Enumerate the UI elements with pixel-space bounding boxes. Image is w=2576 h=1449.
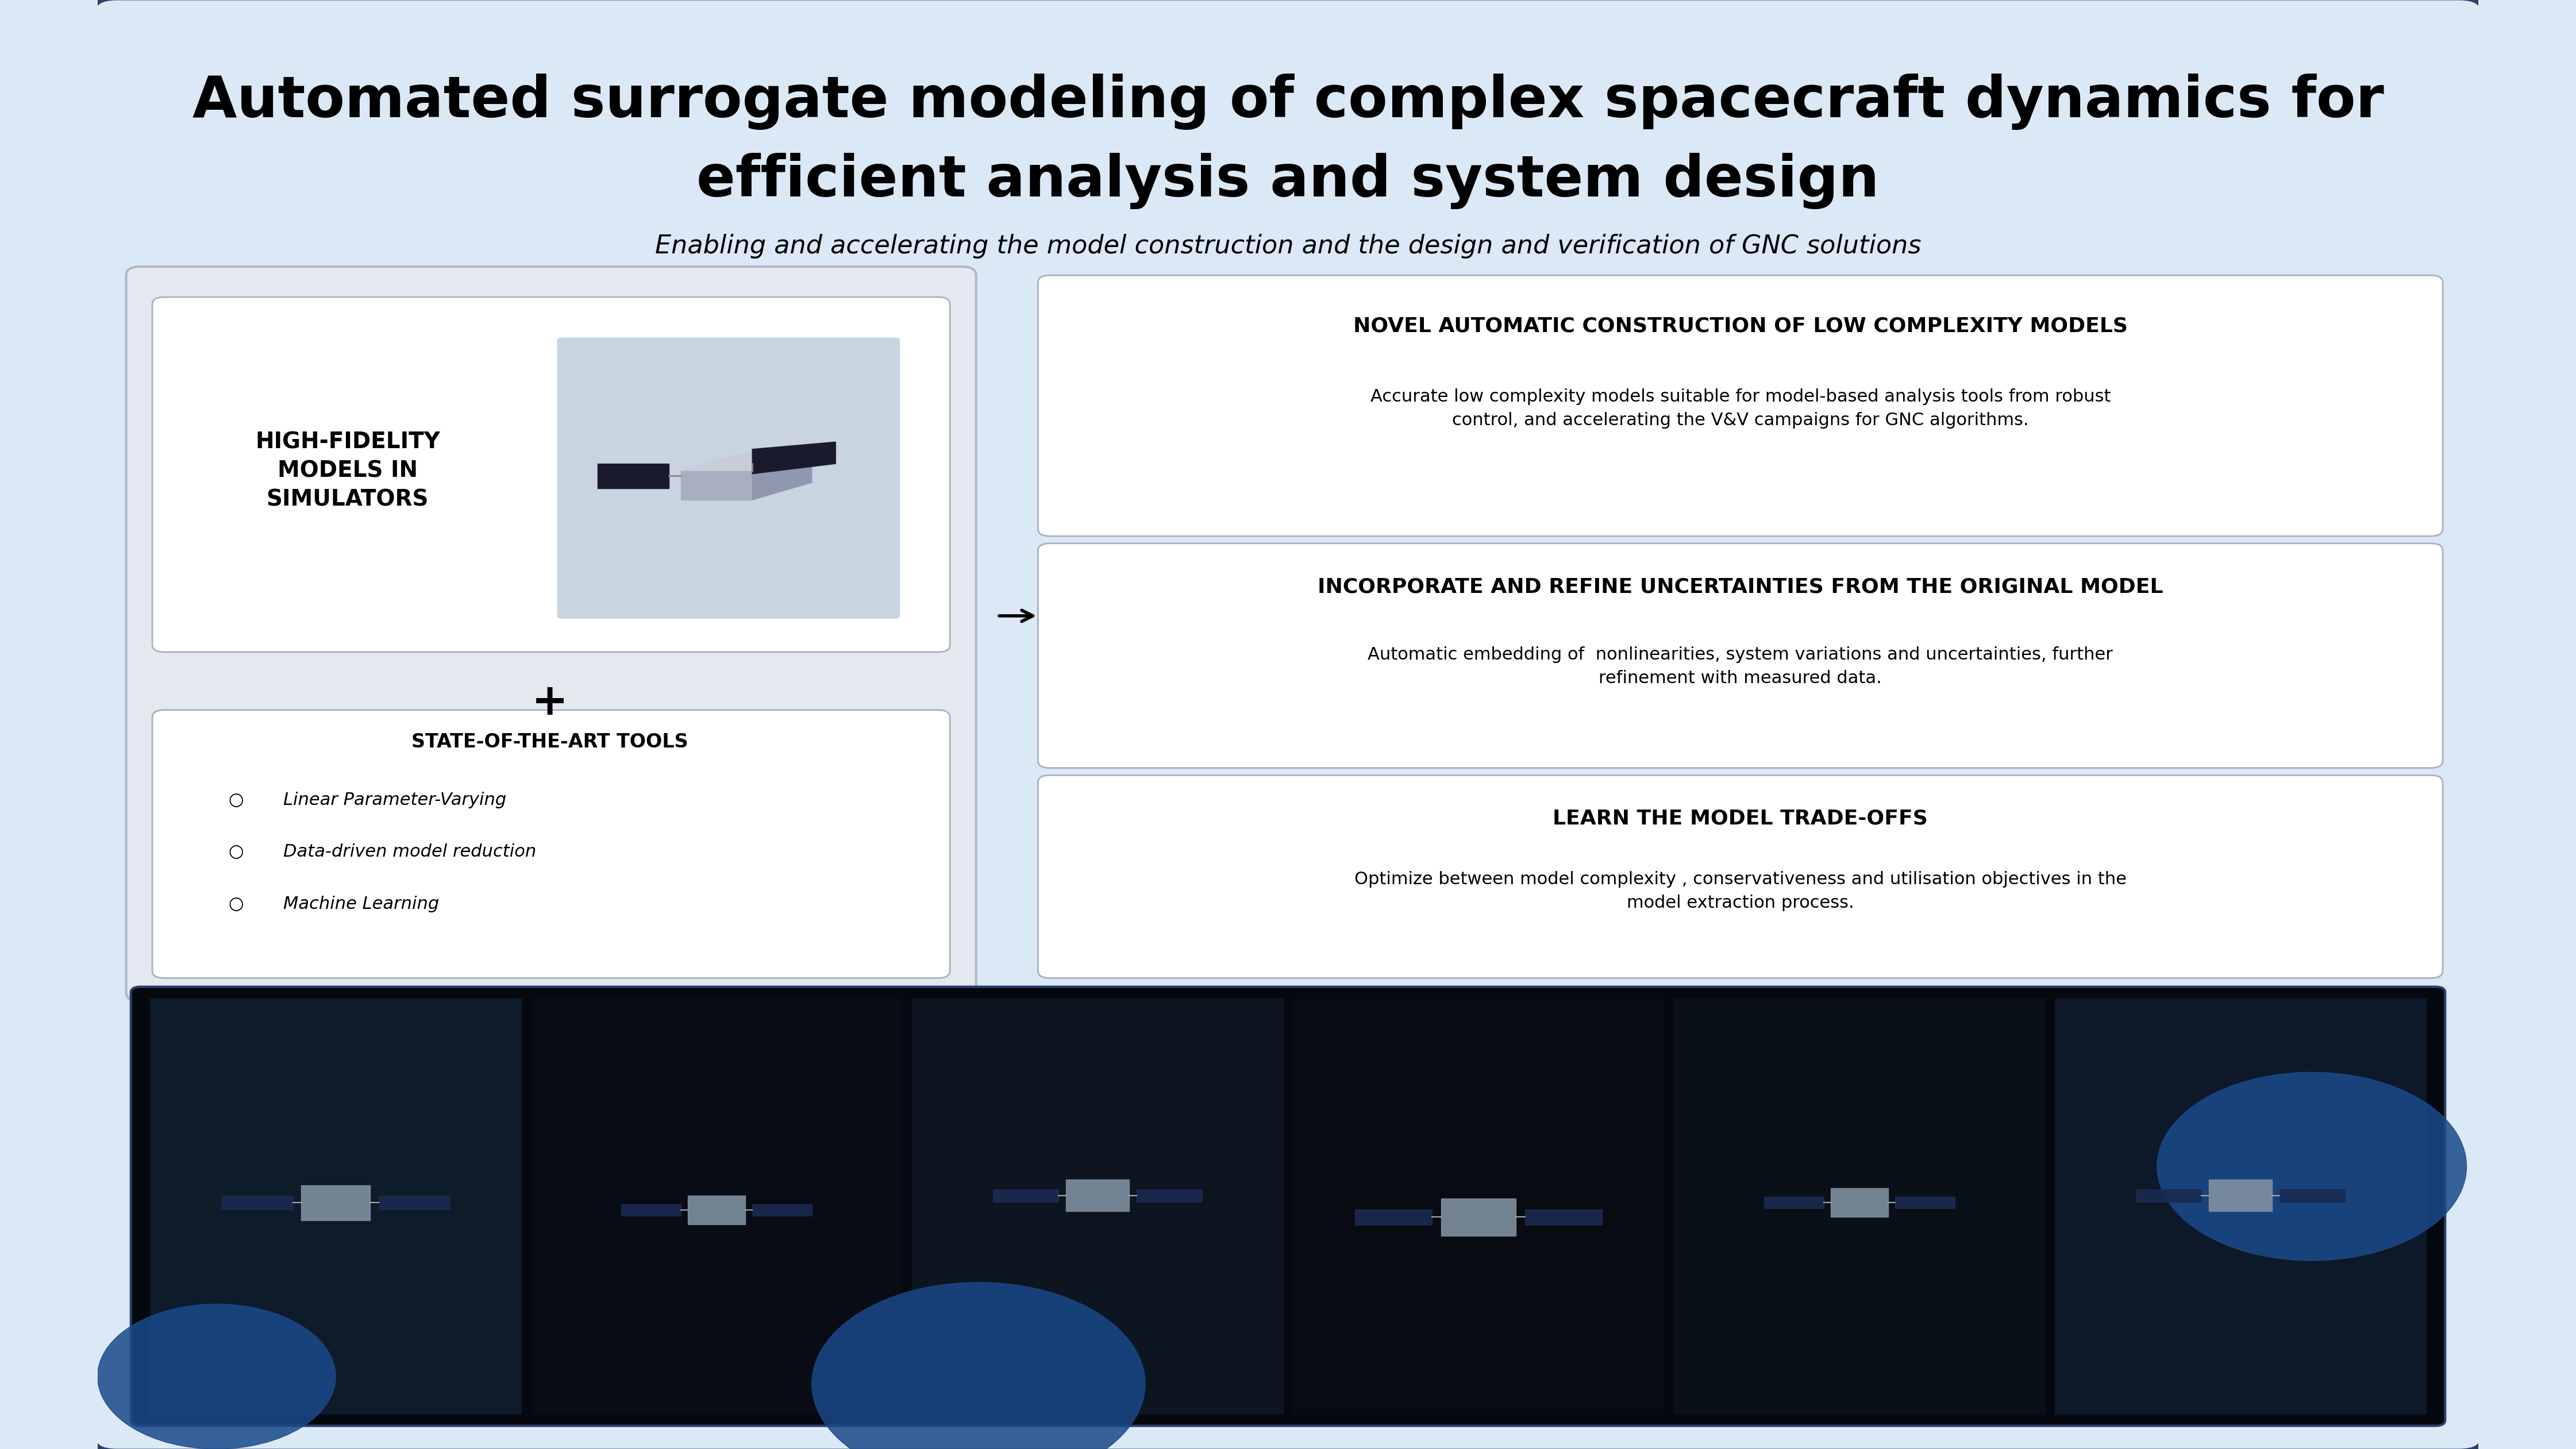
- Bar: [2056, 998, 2427, 1414]
- FancyBboxPatch shape: [126, 267, 976, 1001]
- Text: efficient analysis and system design: efficient analysis and system design: [696, 154, 1880, 209]
- Bar: [2210, 1179, 2272, 1211]
- Polygon shape: [680, 454, 811, 471]
- Circle shape: [811, 1282, 1146, 1449]
- Text: Linear Parameter-Varying: Linear Parameter-Varying: [283, 791, 507, 809]
- FancyBboxPatch shape: [152, 710, 951, 978]
- Text: LEARN THE MODEL TRADE-OFFS: LEARN THE MODEL TRADE-OFFS: [1553, 809, 1927, 829]
- Text: HIGH-FIDELITY
MODELS IN
SIMULATORS: HIGH-FIDELITY MODELS IN SIMULATORS: [255, 432, 440, 510]
- Text: Optimize between model complexity , conservativeness and utilisation objectives : Optimize between model complexity , cons…: [1355, 871, 2128, 911]
- FancyBboxPatch shape: [1038, 543, 2442, 768]
- Bar: [1832, 1188, 1888, 1217]
- Bar: [379, 1195, 451, 1210]
- Text: +: +: [531, 681, 569, 724]
- Bar: [752, 1204, 811, 1216]
- Bar: [2136, 1190, 2200, 1201]
- Polygon shape: [752, 442, 835, 474]
- Text: Enabling and accelerating the model construction and the design and verification: Enabling and accelerating the model cons…: [654, 233, 1922, 259]
- Text: Accurate low complexity models suitable for model-based analysis tools from robu: Accurate low complexity models suitable …: [1370, 388, 2110, 429]
- Text: Data-driven model reduction: Data-driven model reduction: [283, 843, 536, 861]
- FancyBboxPatch shape: [152, 297, 951, 652]
- Bar: [912, 998, 1283, 1414]
- Bar: [2280, 1190, 2344, 1201]
- Text: STATE-OF-THE-ART TOOLS: STATE-OF-THE-ART TOOLS: [412, 732, 688, 752]
- Bar: [1896, 1197, 1955, 1208]
- Bar: [1136, 1190, 1203, 1201]
- Text: Automated surrogate modeling of complex spacecraft dynamics for: Automated surrogate modeling of complex …: [193, 74, 2383, 129]
- Text: Machine Learning: Machine Learning: [283, 895, 438, 913]
- Text: ○: ○: [229, 843, 245, 861]
- Polygon shape: [598, 464, 670, 488]
- FancyBboxPatch shape: [1038, 775, 2442, 978]
- Circle shape: [98, 1304, 335, 1449]
- Bar: [1525, 1210, 1602, 1224]
- FancyBboxPatch shape: [131, 987, 2445, 1426]
- Bar: [531, 998, 902, 1414]
- FancyBboxPatch shape: [93, 0, 2483, 1449]
- Bar: [1355, 1210, 1432, 1224]
- Polygon shape: [680, 471, 752, 500]
- Text: ○: ○: [229, 791, 245, 809]
- Text: NOVEL AUTOMATIC CONSTRUCTION OF LOW COMPLEXITY MODELS: NOVEL AUTOMATIC CONSTRUCTION OF LOW COMP…: [1352, 316, 2128, 336]
- Bar: [992, 1190, 1059, 1201]
- Bar: [688, 1195, 744, 1224]
- Bar: [1066, 1179, 1128, 1211]
- Bar: [149, 998, 520, 1414]
- Bar: [1765, 1197, 1824, 1208]
- Bar: [1443, 1198, 1515, 1236]
- Bar: [1674, 998, 2045, 1414]
- Text: ○: ○: [229, 895, 245, 913]
- FancyBboxPatch shape: [1038, 275, 2442, 536]
- Text: INCORPORATE AND REFINE UNCERTAINTIES FROM THE ORIGINAL MODEL: INCORPORATE AND REFINE UNCERTAINTIES FRO…: [1316, 577, 2164, 597]
- Circle shape: [2156, 1072, 2468, 1261]
- Bar: [1293, 998, 1664, 1414]
- Bar: [621, 1204, 680, 1216]
- Polygon shape: [752, 454, 811, 500]
- Bar: [222, 1195, 294, 1210]
- Bar: [301, 1185, 371, 1220]
- Text: Automatic embedding of  nonlinearities, system variations and uncertainties, fur: Automatic embedding of nonlinearities, s…: [1368, 646, 2112, 687]
- FancyBboxPatch shape: [556, 338, 899, 619]
